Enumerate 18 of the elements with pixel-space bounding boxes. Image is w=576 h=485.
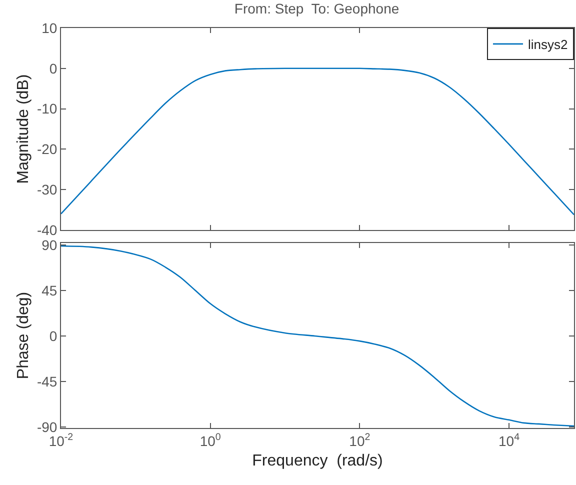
- x-tick-label: 10$^{4}$: [498, 432, 520, 449]
- y-tick-label: 90: [42, 236, 58, 253]
- legend-label: linsys2: [528, 37, 568, 52]
- y-tick-label: 0: [49, 328, 58, 344]
- chart-title: From: Step To: Geophone: [234, 0, 400, 16]
- y-tick-label: 0: [49, 60, 58, 76]
- y-tick-label: 10: [42, 20, 58, 36]
- x-tick-label: 10$^{0}$: [200, 432, 222, 449]
- y-tick-label: -20: [36, 141, 58, 158]
- y-tick-label: 45: [42, 282, 58, 298]
- y-tick-label: -10: [36, 100, 58, 117]
- y-tick-label: -40: [36, 222, 58, 238]
- x-tick-label: 10$^{2}$: [349, 432, 370, 449]
- x-axis-title: Frequency (rad/s): [252, 452, 383, 470]
- y-axis-title: Phase (deg): [14, 292, 32, 380]
- y-tick-label: -45: [36, 373, 58, 390]
- y-tick-label: -30: [36, 182, 58, 198]
- y-axis-title: Magnitude (dB): [14, 74, 32, 184]
